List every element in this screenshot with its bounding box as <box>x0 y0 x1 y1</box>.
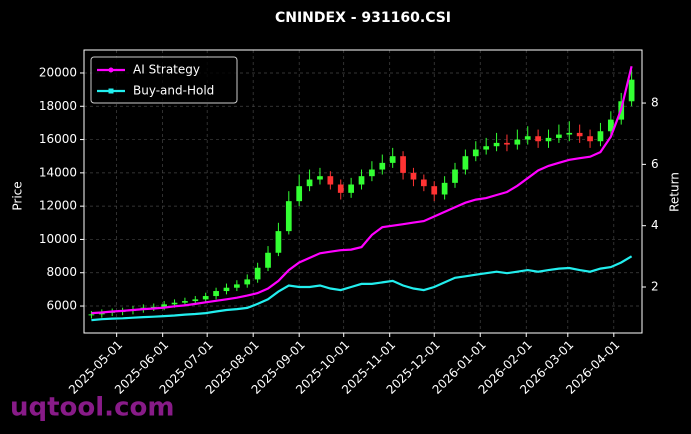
candle-body <box>410 172 417 180</box>
candle-body <box>348 184 354 193</box>
candle-body <box>587 136 593 142</box>
candle-body <box>400 156 406 173</box>
candle-body <box>317 176 323 180</box>
candle-body <box>161 304 167 307</box>
candle-body <box>493 142 500 147</box>
y-tick-label: 12000 <box>39 199 77 213</box>
legend-marker <box>108 88 114 94</box>
candle-body <box>556 134 562 138</box>
candle-body <box>275 231 282 253</box>
candle-body <box>233 284 240 288</box>
y2-tick-label: 2 <box>651 280 659 294</box>
y-tick-label: 18000 <box>39 99 77 113</box>
candle-body <box>431 186 438 195</box>
candle-body <box>265 252 271 268</box>
legend-box <box>90 56 238 104</box>
y2-tick-label: 6 <box>651 157 659 171</box>
candle-body <box>285 201 292 232</box>
legend-marker <box>108 67 114 73</box>
y-axis-label: Price <box>11 181 25 210</box>
y2-axis-label: Return <box>668 172 682 212</box>
candle-body <box>504 142 510 145</box>
candle-body <box>607 119 614 132</box>
candle-body <box>213 291 219 297</box>
candle-body <box>628 79 635 102</box>
candle-body <box>223 287 230 292</box>
y2-tick-label: 8 <box>651 96 659 110</box>
chart-title: CNINDEX - 931160.CSI <box>275 10 451 26</box>
candle-body <box>576 132 583 137</box>
candle-body <box>535 136 541 142</box>
legend-label: Buy-and-Hold <box>133 84 214 98</box>
candle-body <box>597 131 604 142</box>
candle-body <box>462 156 469 170</box>
y-tick-label: 6000 <box>46 299 77 313</box>
watermark: uqtool.com <box>10 393 174 423</box>
legend-label: AI Strategy <box>133 63 200 77</box>
candle-body <box>452 169 458 183</box>
y-tick-label: 8000 <box>46 265 77 279</box>
y-tick-label: 14000 <box>39 165 77 179</box>
candle-body <box>441 182 448 195</box>
y2-tick-label: 4 <box>651 218 659 232</box>
candle-body <box>306 179 313 187</box>
candle-body <box>244 279 251 285</box>
candle-body <box>379 162 386 170</box>
plot-frame <box>83 49 643 334</box>
candle-body <box>202 296 209 300</box>
candle-body <box>254 267 261 280</box>
candle-body <box>296 186 303 202</box>
candle-body <box>327 176 334 185</box>
candle-body <box>389 156 396 163</box>
candle-body <box>150 306 157 308</box>
candle-body <box>358 176 365 185</box>
candle-body <box>483 146 490 150</box>
candle-body <box>88 314 95 316</box>
y-tick-label: 20000 <box>39 65 77 79</box>
candle-body <box>514 139 521 145</box>
candle-body <box>524 136 531 140</box>
candle-body <box>545 137 552 142</box>
candle-body <box>182 301 188 303</box>
y-tick-label: 16000 <box>39 132 77 146</box>
candle-body <box>192 299 199 302</box>
candle-body <box>420 179 427 187</box>
candle-body <box>337 184 344 193</box>
y-tick-label: 10000 <box>39 232 77 246</box>
series-line <box>91 255 633 322</box>
candle-body <box>472 149 479 157</box>
candle-body <box>566 132 573 135</box>
series-line <box>91 66 633 315</box>
candle-body <box>171 302 178 305</box>
candle-body <box>369 169 375 177</box>
